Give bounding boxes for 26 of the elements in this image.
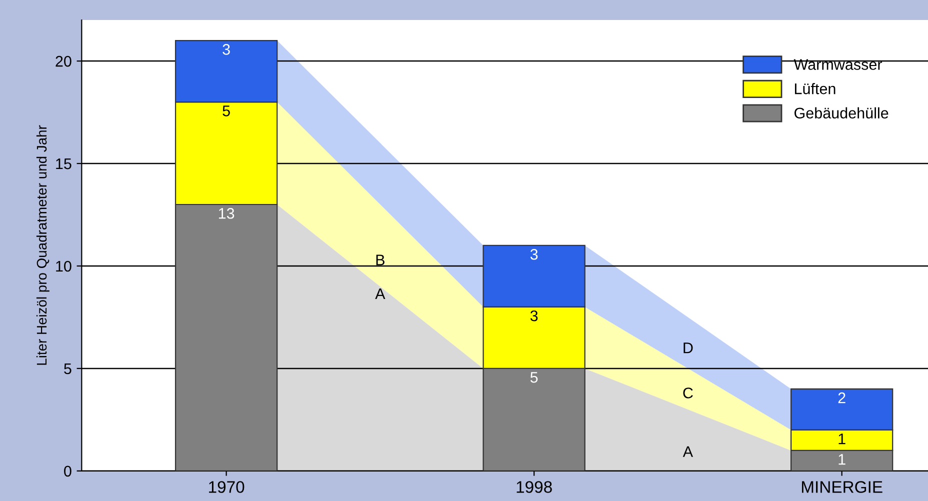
data-label: 13 [218, 208, 234, 219]
data-label: 5 [222, 106, 230, 116]
data-label: 5 [530, 372, 538, 383]
annotation: D [684, 342, 693, 354]
y-axis-title: Liter Heizöl pro Quadratmeter und Jahr [36, 125, 50, 365]
annotation: A [682, 446, 694, 457]
y-tick-label: 5 [64, 363, 72, 374]
x-tick-label: 1970 [209, 481, 244, 493]
y-tick-label: 10 [56, 260, 72, 272]
data-label: 2 [838, 392, 846, 404]
data-label: 1 [838, 434, 846, 444]
x-tick-label: 1998 [516, 481, 552, 493]
legend-label: Lüften [794, 83, 836, 94]
x-tick-label: MINERGIE [802, 481, 882, 493]
legend-label: Gebäudehülle [794, 107, 888, 119]
annotation: C [683, 388, 693, 398]
legend-label: Warmwasser [794, 59, 882, 70]
data-label: 3 [530, 310, 538, 322]
annotation: A [375, 288, 386, 300]
data-label: 1 [838, 454, 846, 465]
y-tick-label: 0 [64, 466, 72, 477]
y-tick-label: 15 [56, 158, 72, 170]
data-label: 3 [530, 248, 538, 260]
y-tick-label: 20 [56, 56, 72, 67]
annotation: B [376, 254, 384, 266]
data-label: 3 [222, 44, 230, 55]
